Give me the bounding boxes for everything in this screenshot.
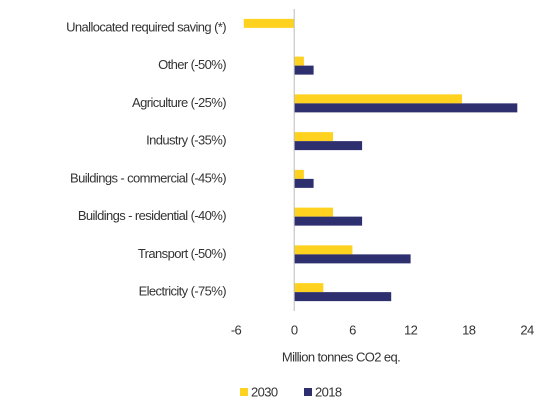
- x-tick-label: -6: [231, 322, 242, 337]
- bar: [294, 65, 314, 75]
- y-tick-label: Buildings - residential (-40%): [78, 208, 226, 223]
- y-tick-label: Other (-50%): [158, 57, 226, 72]
- bar: [294, 94, 463, 104]
- bar: [243, 18, 295, 28]
- y-tick-label: Industry (-35%): [146, 133, 226, 148]
- y-tick-label: Transport (-50%): [138, 246, 226, 261]
- x-tick-label: 18: [462, 322, 476, 337]
- legend-label: 2030: [251, 384, 278, 399]
- x-tick-label: 12: [404, 322, 418, 337]
- bar: [294, 292, 392, 302]
- bar: [294, 254, 411, 264]
- y-tick-label: Electricity (-75%): [139, 284, 227, 299]
- legend-swatch: [304, 388, 312, 396]
- bar: [294, 141, 363, 151]
- bar: [294, 132, 333, 142]
- x-tick-label: 6: [349, 322, 356, 337]
- x-axis-label: Million tonnes CO2 eq.: [282, 349, 400, 364]
- y-tick-label: Agriculture (-25%): [132, 95, 226, 110]
- bar: [294, 178, 314, 188]
- legend-swatch: [240, 388, 248, 396]
- bar: [294, 169, 304, 179]
- bar: [294, 103, 518, 113]
- bar: [294, 216, 363, 226]
- y-tick-label: Unallocated required saving (*): [66, 19, 226, 34]
- y-tick-label: Buildings - commercial (-45%): [70, 170, 226, 185]
- bar: [294, 245, 353, 255]
- legend-label: 2018: [315, 384, 342, 399]
- bar: [294, 283, 324, 293]
- bar: [294, 207, 333, 217]
- x-tick-label: 0: [291, 322, 298, 337]
- x-tick-label: 24: [520, 322, 534, 337]
- bar: [294, 56, 304, 66]
